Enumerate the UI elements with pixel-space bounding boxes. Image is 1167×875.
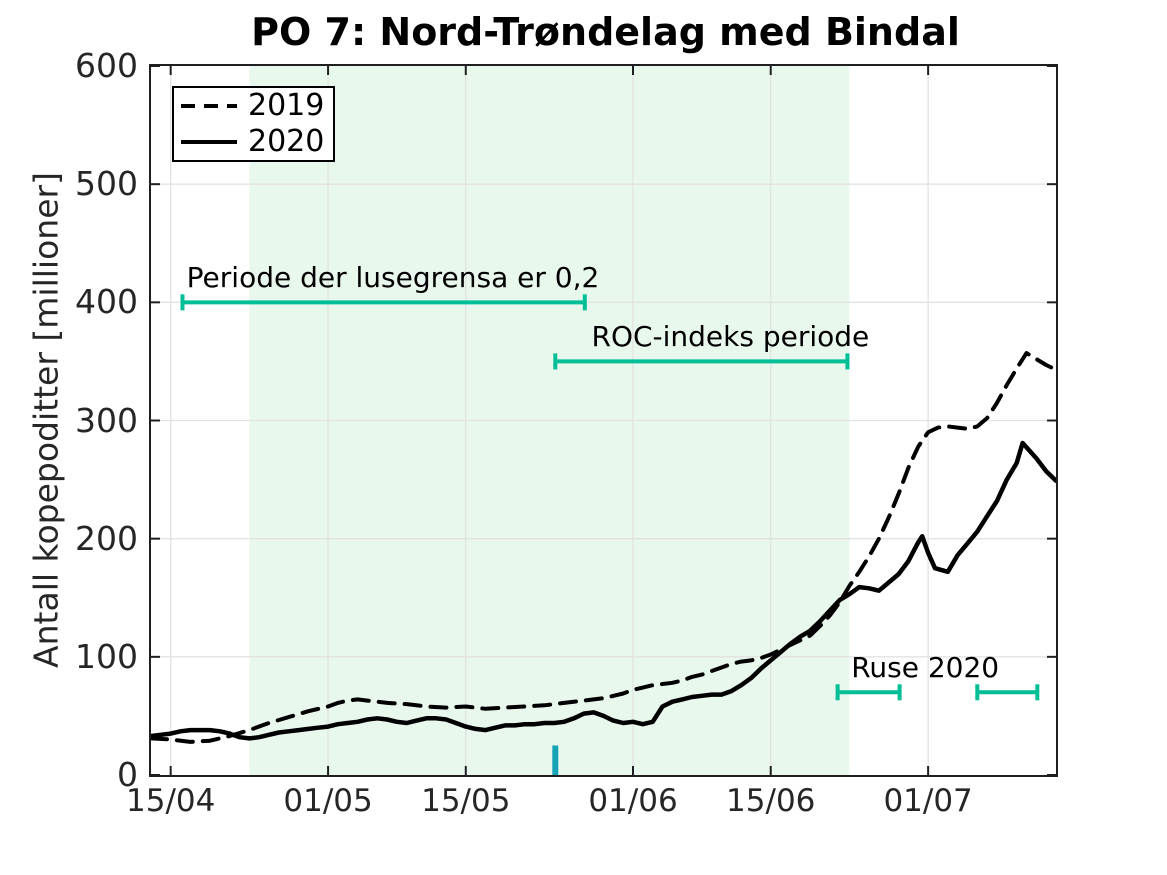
legend-solid-line-sample bbox=[181, 140, 237, 144]
x-tick-label: 15/06 bbox=[726, 783, 816, 819]
chart-canvas bbox=[151, 66, 1056, 775]
y-tick-label: 600 bbox=[75, 46, 138, 85]
y-tick-label: 400 bbox=[75, 282, 138, 322]
plot-area: Periode der lusegrensa er 0,2 ROC-indeks … bbox=[149, 64, 1058, 777]
annotation-label: Periode der lusegrensa er 0,2 bbox=[186, 261, 600, 295]
annotation-label: Ruse 2020 bbox=[851, 651, 1000, 685]
x-tick-label: 01/06 bbox=[588, 783, 678, 819]
x-tick-label: 01/05 bbox=[283, 783, 373, 819]
legend-label-2020: 2020 bbox=[248, 124, 325, 159]
y-tick-label: 100 bbox=[75, 636, 138, 676]
legend: 2019 2020 bbox=[172, 86, 335, 162]
chart-title: PO 7: Nord-Trøndelag med Bindal bbox=[251, 10, 960, 54]
annotation-label: ROC-indeks periode bbox=[591, 320, 870, 354]
x-tick-label: 01/07 bbox=[883, 783, 973, 819]
y-tick-label: 300 bbox=[75, 400, 138, 440]
legend-entry-2020: 2020 bbox=[174, 124, 333, 160]
y-tick-label: 0 bbox=[117, 755, 138, 794]
legend-dashed-line-sample bbox=[181, 104, 237, 108]
legend-entry-2019: 2019 bbox=[174, 88, 333, 124]
y-tick-label: 500 bbox=[75, 164, 138, 204]
series-line-2020 bbox=[151, 440, 1056, 741]
legend-label-2019: 2019 bbox=[248, 88, 325, 123]
x-tick-label: 15/05 bbox=[421, 783, 511, 819]
y-tick-label: 200 bbox=[75, 518, 138, 558]
series-line-2019 bbox=[151, 351, 1056, 744]
x-tick-label: 15/04 bbox=[126, 783, 216, 819]
